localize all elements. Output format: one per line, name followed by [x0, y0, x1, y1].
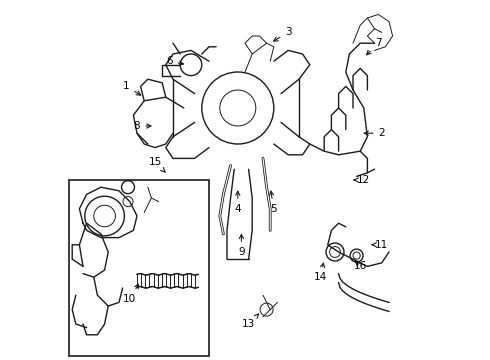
Text: 4: 4 — [235, 191, 241, 214]
Text: 5: 5 — [270, 191, 277, 214]
Bar — [69, 180, 209, 356]
Polygon shape — [223, 158, 231, 234]
Text: 12: 12 — [354, 175, 370, 185]
Text: 2: 2 — [364, 128, 385, 138]
Text: 7: 7 — [367, 38, 382, 55]
Text: 11: 11 — [372, 240, 389, 250]
Text: 8: 8 — [134, 121, 151, 131]
Text: 1: 1 — [123, 81, 141, 95]
Text: 16: 16 — [354, 261, 367, 271]
Text: 13: 13 — [242, 314, 259, 329]
Text: 15: 15 — [148, 157, 165, 172]
Text: 3: 3 — [273, 27, 292, 41]
Text: 9: 9 — [238, 234, 245, 257]
Text: 14: 14 — [314, 263, 327, 282]
Text: 6: 6 — [166, 56, 183, 66]
Text: 10: 10 — [123, 284, 139, 304]
